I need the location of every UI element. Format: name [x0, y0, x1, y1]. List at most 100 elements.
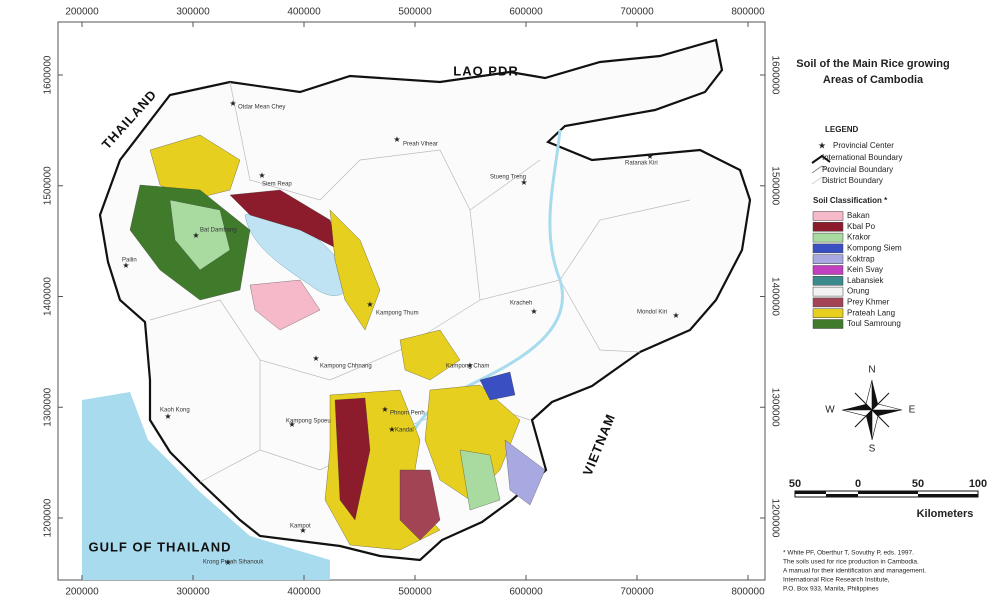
y-tick-label: 1300000: [43, 387, 54, 426]
provincial-center-star: ★: [381, 405, 388, 414]
place-label: Mondol Kiri: [637, 310, 667, 316]
legend-line: [811, 165, 831, 174]
legend-item: Provincial Boundary: [822, 165, 893, 174]
side-panel: Soil of the Main Rice growing Areas of C…: [783, 58, 987, 593]
soil-swatch: [812, 286, 844, 297]
sea: [82, 392, 330, 580]
x-tick-label: 500000: [398, 587, 432, 598]
soil-label: Krakor: [847, 233, 871, 242]
place-label: Kandal: [395, 428, 414, 434]
provincial-center-star: ★: [224, 558, 231, 567]
compass-label: E: [909, 405, 916, 416]
x-tick-label: 800000: [731, 587, 765, 598]
country-label: GULF OF THAILAND: [88, 539, 231, 554]
compass-label: S: [869, 444, 876, 455]
soil-swatch: [812, 308, 844, 318]
soil-title: Soil Classification *: [813, 196, 888, 205]
provincial-center-star: ★: [393, 135, 400, 144]
y-tick-label: 1500000: [43, 166, 54, 205]
x-tick-label: 400000: [287, 7, 321, 18]
scale-label: 50: [789, 478, 801, 490]
place-label: Kampot: [290, 524, 311, 530]
soil-swatch: [812, 211, 844, 221]
title: Areas of Cambodia: [823, 74, 924, 86]
provincial-centers: ★ ★ ★ ★ ★ ★ ★ ★ ★ ★ ★ ★ ★ ★ ★ ★ ★ ★: [122, 99, 679, 567]
soil-label: Koktrap: [847, 254, 875, 263]
soil-swatch: [812, 222, 844, 232]
soil-swatch: [812, 243, 844, 254]
legend-item: International Boundary: [822, 153, 903, 162]
place-label: Pailin: [122, 258, 137, 264]
soil-areas: [129, 134, 546, 551]
soil-label: Prateah Lang: [847, 308, 895, 317]
legend-item: Provincial Center: [833, 141, 894, 150]
place-label: Kaoh Kong: [160, 408, 190, 414]
soil-label: Bakan: [847, 211, 870, 220]
place-label: Kampong Cham: [446, 364, 489, 370]
provincial-center-star: ★: [122, 261, 129, 270]
place-label: Kampong Chhnang: [320, 364, 372, 370]
soil-swatch: [812, 232, 844, 243]
star-icon: ★: [818, 140, 826, 150]
scale-unit: Kilometers: [917, 508, 974, 520]
country-label: LAO PDR: [453, 63, 519, 78]
scale-bar: 50 0 50 100: [789, 478, 987, 498]
provincial-center-star: ★: [299, 526, 306, 535]
legend-line: [811, 154, 831, 164]
provincial-center-star: ★: [258, 171, 265, 180]
x-tick-label: 700000: [620, 7, 654, 18]
y-tick-label: 1400000: [43, 277, 54, 316]
y-tick-label: 1300000: [769, 388, 780, 427]
y-tick-label: 1200000: [43, 498, 54, 537]
legend-title: LEGEND: [825, 125, 859, 134]
place-label: Kampong Spoeu: [286, 419, 331, 425]
x-tick-label: 800000: [731, 7, 765, 18]
place-label: Ratanak Kiri: [625, 161, 658, 167]
provincial-center-star: ★: [646, 152, 653, 161]
place-label: Bat Dambang: [200, 228, 237, 234]
soil-label: Kbal Po: [847, 222, 876, 231]
citation-line: * White PF, Oberthur T, Sovuthy P, eds. …: [783, 550, 914, 557]
soil-label: Orung: [847, 287, 869, 296]
scale-label: 100: [969, 478, 987, 490]
x-tick-label: 200000: [65, 7, 99, 18]
compass-label: W: [825, 405, 835, 416]
scale-label: 0: [855, 478, 861, 490]
soil-swatch: [812, 276, 844, 286]
provincial-center-star: ★: [520, 178, 527, 187]
place-label: Krong Preah Sihanouk: [203, 560, 264, 566]
x-tick-label: 400000: [287, 587, 321, 598]
citation-line: International Rice Research Institute,: [783, 577, 890, 584]
x-tick-label: 300000: [176, 7, 210, 18]
place-label: Kracheh: [510, 301, 532, 307]
y-tick-label: 1200000: [769, 499, 780, 538]
soil-swatch: [812, 319, 844, 329]
place-label: Preah Vihear: [403, 142, 438, 148]
x-tick-label: 300000: [176, 587, 210, 598]
x-tick-label: 600000: [509, 587, 543, 598]
x-tick-label: 200000: [65, 587, 99, 598]
citation-line: The soils used for rice production in Ca…: [783, 559, 919, 566]
y-tick-label: 1500000: [769, 166, 780, 205]
soil-label: Toul Samroung: [847, 319, 901, 328]
international-boundary: [98, 38, 752, 562]
x-tick-label: 500000: [398, 7, 432, 18]
y-tick-label: 1600000: [769, 56, 780, 95]
soil-swatch: [812, 297, 844, 308]
place-label: Kampong Thum: [376, 311, 419, 317]
compass: N S W E: [825, 365, 915, 455]
x-tick-label: 700000: [620, 587, 654, 598]
soil-swatch: [812, 265, 844, 275]
provincial-center-star: ★: [229, 99, 236, 108]
provincial-center-star: ★: [388, 425, 395, 434]
citation: * White PF, Oberthur T, Sovuthy P, eds. …: [783, 550, 926, 593]
y-tick-label: 1600000: [43, 55, 54, 94]
place-label: Siem Reap: [262, 182, 292, 188]
title: Soil of the Main Rice growing: [796, 58, 949, 70]
provincial-center-star: ★: [466, 361, 473, 370]
provincial-center-star: ★: [530, 307, 537, 316]
citation-line: P.O. Box 933, Manila, Philippines: [783, 586, 879, 593]
provincial-center-star: ★: [672, 311, 679, 320]
